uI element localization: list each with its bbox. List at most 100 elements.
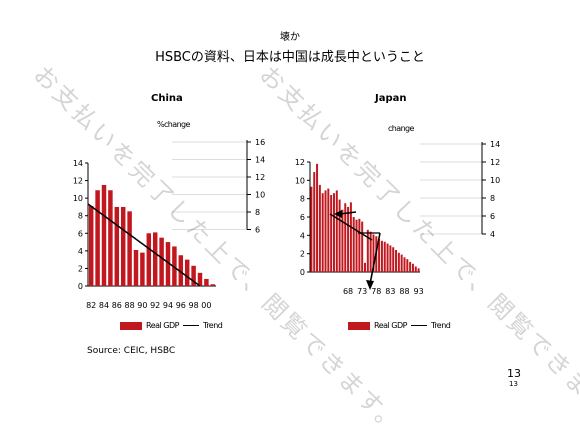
y-tick-label: 10 <box>295 176 305 185</box>
y-tick-label: 4 <box>78 247 83 256</box>
x-tick-label: 73 <box>357 287 367 296</box>
x-tick-label: 88 <box>125 301 135 310</box>
bar: 64: 8.9 <box>335 190 338 272</box>
trend-line <box>87 203 201 287</box>
bar: 96: 3.5 <box>178 255 184 286</box>
bar: 86: 9 <box>114 206 120 286</box>
bar: 71: 5.7 <box>355 219 358 272</box>
bar: 68: 7.1 <box>347 206 350 272</box>
china-title: China <box>151 93 183 104</box>
y-tick-label: 8 <box>300 195 305 204</box>
bar: 65: 7.9 <box>338 199 341 272</box>
x-tick-label: 86 <box>112 301 122 310</box>
bar: 82: 3.1 <box>386 243 389 272</box>
bar: 55: 9.3 <box>310 186 313 272</box>
y-tick-label: 6 <box>300 213 305 222</box>
bar: 84: 11.5 <box>101 184 107 286</box>
bar: 82: 9.1 <box>88 206 94 286</box>
legend-line-swatch <box>182 325 199 326</box>
bar: 81: 3.3 <box>383 241 386 272</box>
bar: 70: 6 <box>352 217 355 272</box>
y-tick-label: 12 <box>73 177 83 186</box>
bar: 56: 10.9 <box>313 172 316 272</box>
bar: 61: 9.1 <box>327 188 330 272</box>
annotation-arrow <box>369 232 381 285</box>
bar: 85: 10.9 <box>108 190 113 286</box>
bar: 90: 3.8 <box>140 252 145 286</box>
right-tick-label: 8 <box>490 194 495 203</box>
bar: 60: 8.9 <box>324 190 327 272</box>
bar: 92: 0.6 <box>414 266 417 272</box>
x-tick-label: 00 <box>201 301 211 310</box>
legend-line-label: Trend <box>202 321 223 330</box>
bar: 85: 2.4 <box>395 250 398 272</box>
bar: 59: 8.6 <box>321 193 324 272</box>
legend-line-swatch <box>410 325 427 326</box>
bar: 57: 11.8 <box>316 163 319 272</box>
legend-bar-swatch <box>120 321 142 330</box>
bar: 75: 4.6 <box>366 229 369 272</box>
bar: 92: 6.1 <box>152 232 158 286</box>
right-tick-label: 4 <box>490 230 495 239</box>
legend-line-label: Trend <box>430 321 451 330</box>
japan-chart: 12 10 8 6 4 2 0 14 12 10 8 6 4 55: 9.356: 10.957: 1… <box>295 140 500 296</box>
x-tick-label: 94 <box>163 301 173 310</box>
y-tick-label: 6 <box>78 229 83 238</box>
legend-bar-swatch <box>348 321 370 330</box>
x-tick-label: 82 <box>86 301 96 310</box>
bar: 63: 8.6 <box>332 193 335 272</box>
annotation-arrow <box>339 211 357 215</box>
x-tick-label: 98 <box>189 301 199 310</box>
china-axis-title: %change <box>157 120 190 129</box>
x-tick-label: 88 <box>399 287 409 296</box>
bar: 93: 0.4 <box>417 268 420 272</box>
bar: 89: 1.4 <box>406 259 409 272</box>
right-tick-label: 10 <box>490 176 500 185</box>
right-tick-label: 12 <box>255 173 265 182</box>
bar: 72: 5.8 <box>358 218 361 272</box>
bar: 76: 4.4 <box>369 231 372 272</box>
bar: 88: 1.6 <box>403 257 406 272</box>
y-tick-label: 12 <box>295 158 305 167</box>
x-tick-label: 90 <box>137 301 147 310</box>
bar: 93: 5.5 <box>159 237 164 286</box>
slide-title-top: 壊か <box>280 32 300 43</box>
bar: 62: 8.4 <box>330 195 333 272</box>
y-tick-label: 0 <box>78 282 83 291</box>
y-tick-label: 14 <box>73 159 83 168</box>
bar: 98: 2.3 <box>191 265 196 286</box>
bar: 01: 0.2 <box>210 284 216 286</box>
right-tick-label: 16 <box>255 138 265 147</box>
x-tick-label: 78 <box>371 287 381 296</box>
bar: 90: 1.1 <box>409 261 412 272</box>
x-tick-label: 92 <box>150 301 160 310</box>
bar: 95: 4.5 <box>172 246 177 286</box>
bar: 77: 4.1 <box>372 234 375 272</box>
japan-legend: Real GDP Trend <box>348 321 451 330</box>
x-tick-label: 84 <box>99 301 109 310</box>
y-tick-label: 2 <box>300 250 305 259</box>
bar: 87: 1.9 <box>400 254 403 272</box>
x-tick-label: 93 <box>413 287 423 296</box>
y-tick-label: 2 <box>78 264 83 273</box>
legend-bar-label: Real GDP <box>146 321 179 330</box>
page-number-small: 13 <box>509 380 518 388</box>
bar: 66: 6.8 <box>341 209 344 272</box>
right-tick-label: 8 <box>255 208 260 217</box>
bar: 83: 2.9 <box>389 245 392 272</box>
bar: 84: 2.7 <box>392 247 395 272</box>
page-number: 13 <box>507 367 521 380</box>
right-tick-label: 6 <box>255 226 260 235</box>
y-tick-label: 0 <box>300 268 305 277</box>
right-tick-label: 14 <box>255 156 265 165</box>
x-tick-label: 83 <box>385 287 395 296</box>
source-note: Source: CEIC, HSBC <box>87 346 176 356</box>
bar: 79: 3.6 <box>378 239 381 272</box>
bar: 97: 3 <box>184 259 190 286</box>
bar: 69: 7.6 <box>349 202 352 272</box>
bar: 73: 5.5 <box>361 221 364 272</box>
bar: 89: 4.1 <box>133 249 139 286</box>
bar: 99: 1.5 <box>197 272 203 286</box>
china-legend: Real GDP Trend <box>120 321 223 330</box>
